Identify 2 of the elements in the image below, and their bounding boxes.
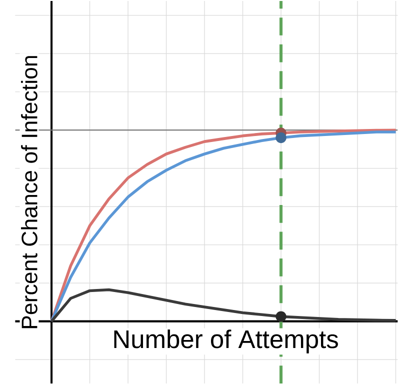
y-axis-title: Percent Chance of Infection (21, 56, 38, 328)
x-axis-title: Number of Attempts (114, 330, 338, 354)
